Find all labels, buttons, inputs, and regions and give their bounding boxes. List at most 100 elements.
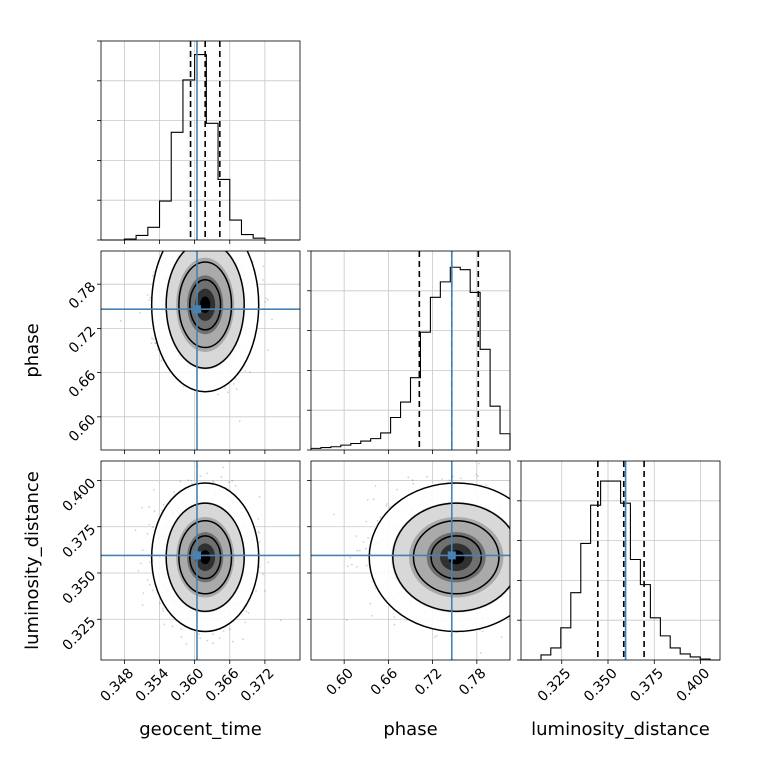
sample-point xyxy=(233,202,235,204)
sample-point xyxy=(226,455,228,457)
sample-point xyxy=(202,227,204,229)
sample-point xyxy=(264,301,267,303)
sample-point xyxy=(267,561,270,564)
sample-point xyxy=(226,391,229,394)
sample-point xyxy=(393,623,396,626)
truth-marker xyxy=(192,305,201,314)
sample-point xyxy=(512,557,514,559)
histogram-panel-geocent_time xyxy=(97,40,301,244)
sample-point xyxy=(206,639,209,642)
sample-point xyxy=(514,514,516,516)
sample-point xyxy=(190,248,192,250)
sample-point xyxy=(199,247,201,249)
sample-point xyxy=(209,457,211,459)
sample-point xyxy=(139,562,142,565)
sample-point xyxy=(365,520,368,523)
sample-point xyxy=(512,569,514,571)
sample-point xyxy=(143,241,145,243)
sample-point xyxy=(534,562,536,564)
sample-point xyxy=(351,563,353,566)
sample-point xyxy=(205,246,207,248)
sample-point xyxy=(518,553,520,555)
sample-point xyxy=(179,480,182,483)
sample-point xyxy=(245,610,248,613)
sample-point xyxy=(212,243,214,245)
sample-point xyxy=(374,485,377,487)
axes-frame xyxy=(100,40,301,241)
sample-point xyxy=(376,519,379,522)
contour-line xyxy=(178,261,233,349)
sample-point xyxy=(255,589,257,592)
sample-point xyxy=(187,479,190,482)
sample-point xyxy=(525,548,527,550)
sample-point xyxy=(211,246,213,248)
sample-point xyxy=(200,231,202,233)
sample-point xyxy=(535,484,537,486)
sample-point xyxy=(207,246,209,248)
sample-point xyxy=(199,637,202,640)
sample-point xyxy=(120,319,122,322)
sample-point xyxy=(227,242,229,244)
sample-point xyxy=(559,567,561,569)
sample-point xyxy=(265,297,267,300)
sample-point xyxy=(167,232,169,234)
sample-point xyxy=(516,572,518,574)
sample-point xyxy=(221,214,223,216)
sample-point xyxy=(168,221,170,223)
sample-point xyxy=(475,473,478,476)
contour-plot-area xyxy=(101,455,300,660)
sample-point xyxy=(149,296,152,299)
sample-point xyxy=(148,506,151,508)
sample-point xyxy=(222,466,225,469)
sample-point xyxy=(181,237,183,239)
sample-point xyxy=(517,597,519,599)
sample-point xyxy=(244,621,247,624)
sample-point xyxy=(513,596,515,598)
sample-point xyxy=(566,566,568,568)
sample-point xyxy=(205,237,207,239)
sample-point xyxy=(183,246,185,248)
sample-point xyxy=(248,206,250,208)
sample-point xyxy=(141,506,143,509)
sample-point xyxy=(148,583,151,586)
sample-point xyxy=(146,579,149,582)
sample-point xyxy=(527,534,529,536)
sample-point xyxy=(524,552,526,554)
sample-point xyxy=(513,531,515,533)
sample-point xyxy=(257,518,260,520)
sample-point xyxy=(393,616,396,618)
sample-point xyxy=(527,536,529,538)
sample-point xyxy=(516,548,518,550)
sample-point xyxy=(219,249,221,251)
sample-point xyxy=(225,241,227,243)
sample-point xyxy=(228,628,231,630)
sample-point xyxy=(185,219,187,221)
histogram-panel-luminosity_distance xyxy=(517,460,721,664)
axes-frame xyxy=(520,460,721,661)
sample-point xyxy=(187,234,189,236)
sample-point xyxy=(189,237,191,239)
sample-point xyxy=(366,499,369,501)
sample-point xyxy=(524,569,526,571)
sample-point xyxy=(514,574,516,576)
sample-point xyxy=(539,563,541,565)
sample-point xyxy=(516,496,518,498)
sample-point xyxy=(411,479,414,482)
sample-point xyxy=(242,638,245,641)
sample-point xyxy=(239,457,241,459)
sample-point xyxy=(238,420,241,422)
contour-plot-area xyxy=(311,461,568,660)
histogram-step-line xyxy=(521,480,720,661)
sample-point xyxy=(356,565,358,568)
sample-point xyxy=(479,652,482,654)
sample-point xyxy=(152,526,154,529)
sample-point xyxy=(515,553,517,555)
sample-point xyxy=(142,592,145,595)
sample-point xyxy=(426,475,428,478)
sample-point xyxy=(211,480,214,483)
sample-point xyxy=(512,551,514,553)
sample-point xyxy=(203,243,205,245)
sample-point xyxy=(258,531,261,534)
sample-point xyxy=(262,265,265,268)
sample-point xyxy=(162,607,164,610)
